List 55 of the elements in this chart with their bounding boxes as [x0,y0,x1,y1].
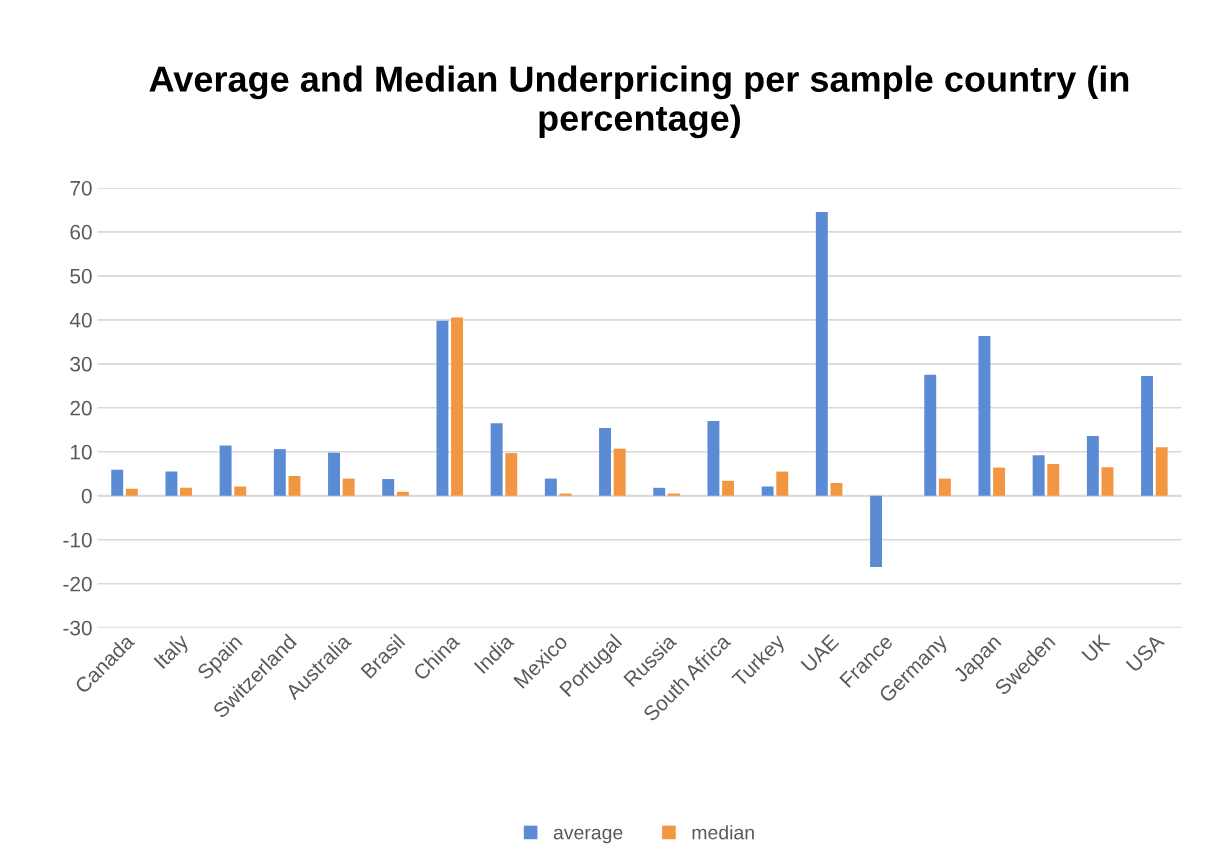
bar [978,336,991,496]
bar [722,480,735,496]
bar [544,478,557,496]
chart-title: Average and Median Underpricing per sample country (in percentage) [149,65,1129,139]
y-tick-label: 20 [70,400,92,416]
bar [490,423,503,496]
bar [165,471,178,496]
bar [599,428,611,496]
bar [125,488,138,496]
bar [707,420,720,496]
bar [667,493,680,496]
y-tick-label: 10 [71,444,92,460]
bar [830,482,843,496]
y-tick-label: -30 [63,620,92,636]
legend-label: median [692,825,754,840]
bar [653,487,666,496]
y-tick-label: 50 [70,268,92,284]
x-tick-label: Italy [153,632,193,672]
bar [815,212,828,496]
y-tick-label: -10 [63,532,92,548]
bar [1155,447,1168,496]
bar [288,475,301,496]
x-tick-label: USA [1125,632,1166,673]
bar [436,320,449,496]
bar [1047,464,1060,496]
bar [219,445,232,496]
y-tick-label: 70 [70,180,92,196]
bar [938,478,951,496]
bar [328,452,340,496]
y-tick-label: 40 [69,312,92,328]
bar [234,486,247,496]
bar [1086,435,1099,496]
bar [342,478,355,496]
bar [451,317,464,496]
bar [613,448,626,496]
bar [111,469,124,496]
bar [505,453,518,496]
bar [1032,455,1045,496]
bar [924,374,937,496]
x-tick-label: UK [1081,633,1111,663]
bar [1101,467,1114,496]
bar [273,449,286,496]
bar [396,491,409,496]
y-tick-label: -20 [63,576,92,592]
y-tick-label: 60 [70,224,92,240]
legend-label: average [553,828,623,844]
bar [1141,376,1153,496]
y-tick-label: 0 [81,488,92,504]
bar [382,479,395,496]
bar [180,487,193,496]
bar [870,495,882,567]
bar [993,467,1006,496]
bar [776,471,789,496]
bar [761,486,774,496]
y-tick-label: 30 [70,356,92,372]
